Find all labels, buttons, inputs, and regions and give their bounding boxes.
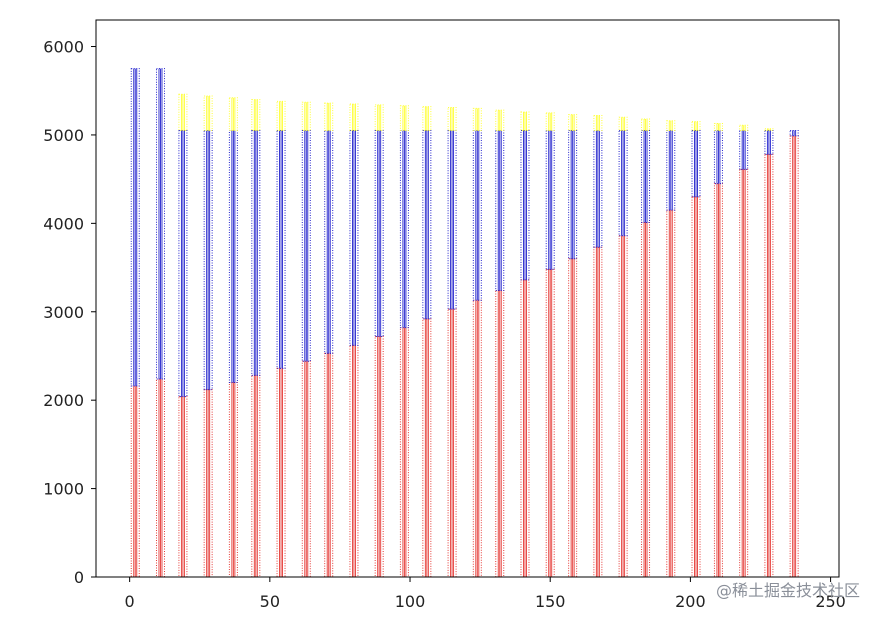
bar-segment [472,130,482,301]
y-axis: 0 1000 2000 3000 4000 5000 6000 [43,38,96,587]
x-tick-label: 150 [535,592,566,611]
bar-segment [641,221,651,578]
bar-segment [228,381,238,578]
bar-segment [545,268,555,578]
y-tick-label: 1000 [43,480,84,499]
x-axis: 0 50 100 150 200 250 [125,577,846,611]
bar-segment [618,130,628,237]
bar-segment [789,130,799,137]
x-tick-label: 100 [395,592,426,611]
bar-segment [276,100,286,132]
bar-segment [495,130,505,292]
bar-segment [593,246,603,578]
bar-segment [666,120,676,132]
x-tick-label: 50 [260,592,280,611]
bar-segment [593,114,603,132]
y-tick-label: 3000 [43,303,84,322]
bars-group [130,68,799,578]
y-tick-label: 0 [74,568,84,587]
bar-segment [399,327,409,578]
bar-segment [251,374,261,578]
watermark-text: @稀土掘金技术社区 [715,581,860,600]
bar-segment [324,130,334,354]
bar-segment [228,97,238,132]
bar-segment [545,112,555,132]
bar-segment [349,344,359,578]
bar-segment [178,396,188,578]
y-tick-label: 4000 [43,214,84,233]
bar-segment [495,109,505,132]
bar-segment [739,124,749,132]
x-tick-label: 0 [125,592,135,611]
bar-segment [155,68,165,380]
y-tick-label: 2000 [43,391,84,410]
bar-segment [520,130,530,281]
y-tick-label: 5000 [43,126,84,145]
x-tick-label: 200 [675,592,706,611]
bar-segment [399,105,409,132]
y-tick-label: 6000 [43,38,84,57]
bar-segment [251,130,261,376]
bar-segment [691,196,701,578]
bar-segment [349,130,359,346]
bar-segment [203,95,213,132]
bar-segment [349,103,359,132]
bar-segment [276,130,286,369]
plot-frame [95,19,840,578]
bar-segment [374,336,384,578]
bar-segment [447,107,457,132]
bar-segment [447,308,457,578]
x-tick-label: 250 [815,592,846,611]
bar-segment [203,130,213,391]
bar-segment [666,130,676,211]
